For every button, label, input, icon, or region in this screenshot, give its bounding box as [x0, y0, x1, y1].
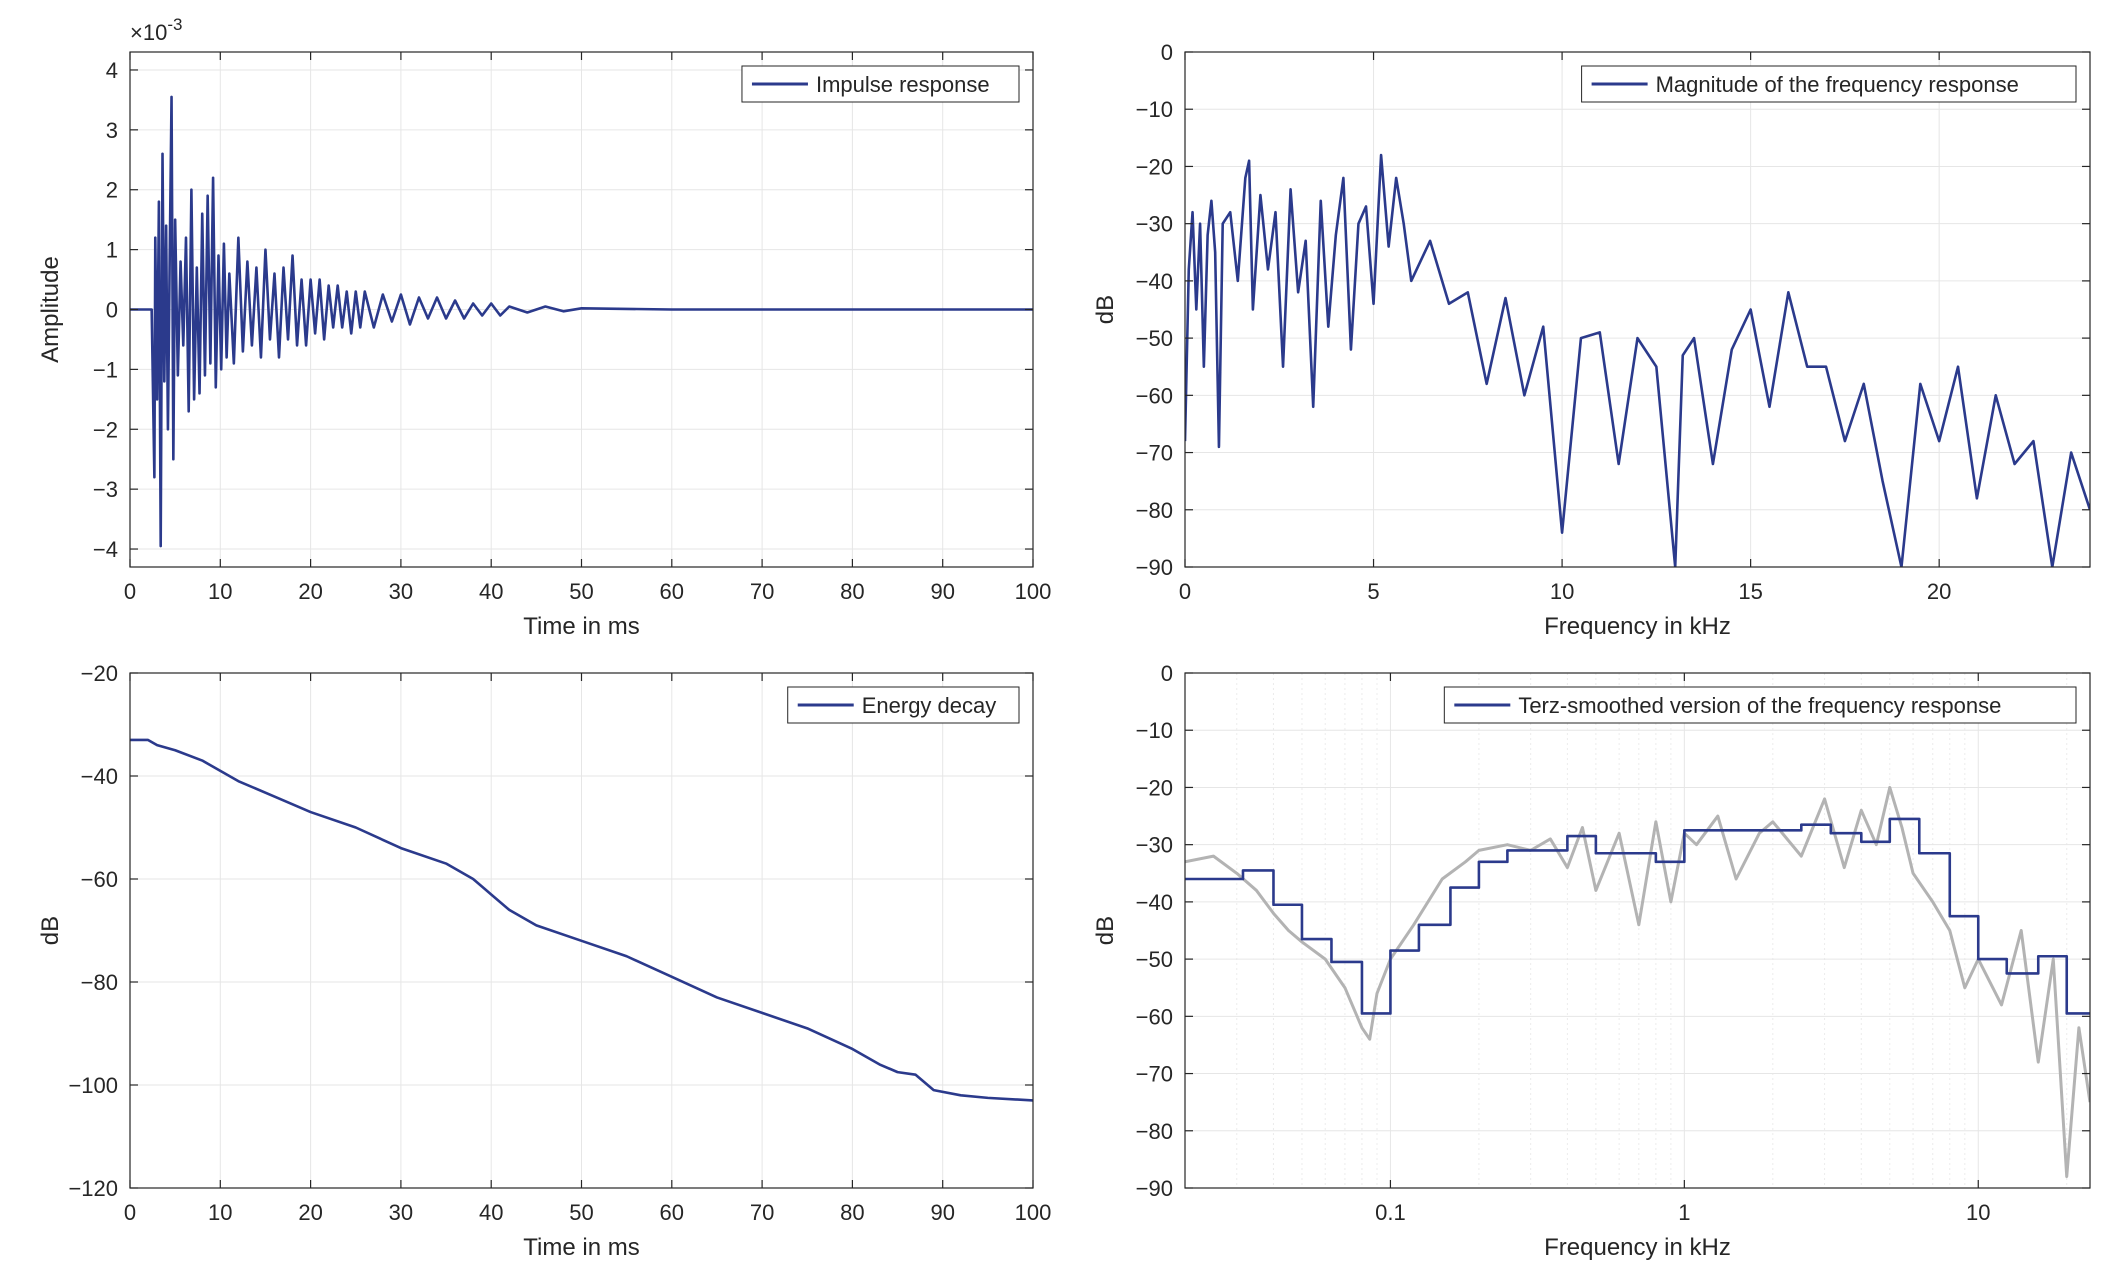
- y-tick-label: −1: [93, 357, 118, 382]
- y-tick-label: −80: [1136, 1119, 1173, 1144]
- x-tick-label: 10: [1966, 1200, 1990, 1225]
- y-tick-label: −20: [81, 661, 118, 686]
- x-axis-label: Frequency in kHz: [1544, 613, 1731, 640]
- x-tick-label: 80: [840, 1200, 864, 1225]
- axes-box: [1184, 51, 2091, 568]
- x-tick-label: 0.1: [1375, 1200, 1406, 1225]
- y-tick-label: −70: [1136, 1062, 1173, 1087]
- y-tick-label: −20: [1136, 775, 1173, 800]
- y-tick-label: 3: [106, 118, 118, 143]
- x-tick-label: 60: [660, 1200, 684, 1225]
- y-tick-label: −70: [1136, 441, 1173, 466]
- legend-label: Energy decay: [862, 693, 997, 718]
- x-tick-label: 70: [750, 579, 774, 604]
- legend-box: [1581, 65, 2077, 103]
- x-tick-label: 10: [208, 1200, 232, 1225]
- x-tick-label: 30: [389, 579, 413, 604]
- series-line-unsmoothed: [1185, 785, 2090, 1179]
- axes-box: [1184, 672, 2091, 1189]
- y-tick-label: −120: [68, 1176, 118, 1201]
- y-tick-label: −40: [1136, 890, 1173, 915]
- legend: Energy decay: [787, 686, 1020, 724]
- y-tick-label: −50: [1136, 326, 1173, 351]
- y-tick-label: 0: [1161, 661, 1173, 686]
- y-tick-label: −10: [1136, 97, 1173, 122]
- x-tick-label: 20: [298, 579, 322, 604]
- y-tick-label: −90: [1136, 1176, 1173, 1201]
- y-tick-label: 0: [106, 298, 118, 323]
- x-tick-label: 50: [569, 1200, 593, 1225]
- y-tick-label: −40: [1136, 269, 1173, 294]
- y-tick-label: −10: [1136, 718, 1173, 743]
- series-line-terz-smoothed-version-of-the-frequency-response: [1185, 817, 2090, 1015]
- x-tick-label: 20: [298, 1200, 322, 1225]
- y-tick-label: −3: [93, 477, 118, 502]
- y-axis-label: dB: [1092, 295, 1119, 324]
- chart-terz: 0.1 1 10 0 −10 −20 −30 −40 −50 −60 −70 −80 −90 Freque…: [1092, 661, 2091, 1261]
- y-axis-label: dB: [1092, 916, 1119, 945]
- y-tick-label: −60: [1136, 1004, 1173, 1029]
- x-tick-label: 40: [479, 1200, 503, 1225]
- x-tick-label: 20: [1927, 579, 1951, 604]
- y-tick-label: −30: [1136, 212, 1173, 237]
- y-tick-label: 0: [1161, 40, 1173, 65]
- legend-label: Terz-smoothed version of the frequency r…: [1518, 693, 2001, 718]
- x-tick-label: 60: [660, 579, 684, 604]
- y-tick-label: −80: [81, 970, 118, 995]
- series-line-impulse-response: [130, 95, 1033, 548]
- legend-box: [787, 686, 1020, 724]
- x-axis-label: Time in ms: [523, 1234, 639, 1261]
- y-tick-label: −80: [1136, 498, 1173, 523]
- legend-label: Impulse response: [816, 72, 990, 97]
- axis-exponent-label: ×10-3: [130, 15, 182, 45]
- y-tick-label: −20: [1136, 154, 1173, 179]
- y-tick-label: −90: [1136, 555, 1173, 580]
- y-tick-label: −40: [81, 764, 118, 789]
- x-tick-label: 100: [1015, 579, 1052, 604]
- x-tick-label: 100: [1015, 1200, 1052, 1225]
- x-tick-label: 1: [1678, 1200, 1690, 1225]
- exponent-base: ×10: [130, 20, 167, 45]
- x-tick-label: 10: [1550, 579, 1574, 604]
- legend-label: Magnitude of the frequency response: [1656, 72, 2019, 97]
- legend: Terz-smoothed version of the frequency r…: [1443, 686, 2077, 724]
- y-tick-label: −30: [1136, 833, 1173, 858]
- x-tick-label: 90: [930, 579, 954, 604]
- y-axis-label: dB: [37, 916, 64, 945]
- x-tick-label: 10: [208, 579, 232, 604]
- y-tick-label: 2: [106, 178, 118, 203]
- x-tick-label: 90: [930, 1200, 954, 1225]
- y-tick-label: 4: [106, 58, 118, 83]
- x-tick-label: 5: [1367, 579, 1379, 604]
- chart-edc: 0 10 20 30 40 50 60 70 80 90 100 −20 −40 −60 −80 −100 −1…: [37, 661, 1051, 1261]
- x-tick-label: 80: [840, 579, 864, 604]
- y-axis-label: Amplitude: [37, 256, 64, 363]
- legend: Magnitude of the frequency response: [1581, 65, 2077, 103]
- exponent-power: -3: [167, 15, 182, 34]
- chart-ir: 0 10 20 30 40 50 60 70 80 90 100 −4 −3 −2 −1 0 1 2 3 4 Time …: [37, 15, 1051, 640]
- x-axis-label: Frequency in kHz: [1544, 1234, 1731, 1261]
- y-tick-label: −4: [93, 537, 118, 562]
- x-tick-label: 50: [569, 579, 593, 604]
- y-tick-label: −60: [1136, 383, 1173, 408]
- chart-mag: 0 5 10 15 20 0 −10 −20 −30 −40 −50 −60 −70 −80 −90 Freq…: [1092, 40, 2091, 640]
- x-tick-label: 15: [1738, 579, 1762, 604]
- x-tick-label: 0: [1179, 579, 1191, 604]
- legend-box: [1443, 686, 2077, 724]
- x-tick-label: 0: [124, 579, 136, 604]
- series-line-energy-decay: [130, 738, 1033, 1102]
- x-axis-label: Time in ms: [523, 613, 639, 640]
- y-tick-label: −100: [68, 1073, 118, 1098]
- x-tick-label: 30: [389, 1200, 413, 1225]
- x-tick-label: 40: [479, 579, 503, 604]
- y-tick-label: −50: [1136, 947, 1173, 972]
- x-tick-label: 70: [750, 1200, 774, 1225]
- y-tick-label: 1: [106, 238, 118, 263]
- series-line-magnitude-of-the-frequency-response: [1185, 153, 2090, 567]
- y-tick-label: −2: [93, 417, 118, 442]
- y-tick-label: −60: [81, 867, 118, 892]
- x-tick-label: 0: [124, 1200, 136, 1225]
- legend: Impulse response: [741, 65, 1020, 103]
